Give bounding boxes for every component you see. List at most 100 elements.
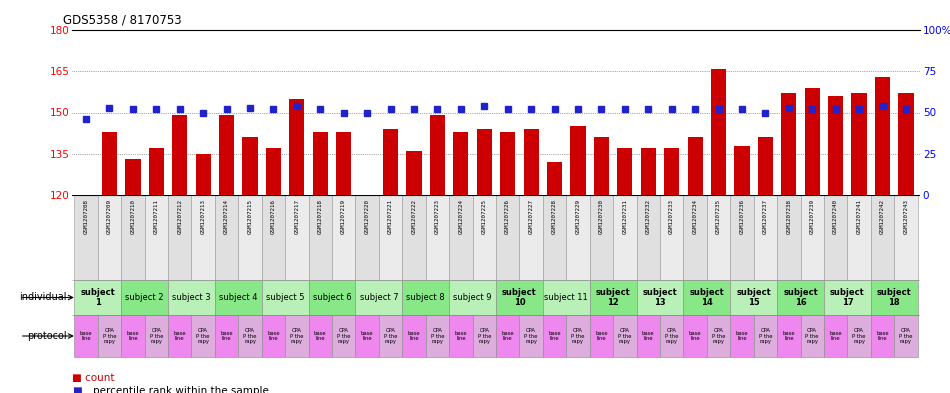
Bar <box>262 195 285 280</box>
Bar <box>266 148 281 195</box>
Text: GSM1207219: GSM1207219 <box>341 199 346 234</box>
Text: base
line: base line <box>454 331 467 342</box>
Bar <box>734 145 750 195</box>
Text: CPA
P the
rapy: CPA P the rapy <box>900 328 913 344</box>
Bar <box>660 315 683 357</box>
Bar <box>824 195 847 280</box>
Text: GSM1207229: GSM1207229 <box>576 199 580 234</box>
Bar <box>683 315 707 357</box>
Bar <box>449 315 472 357</box>
Bar <box>590 195 613 280</box>
Bar <box>238 195 262 280</box>
Bar <box>547 162 562 195</box>
Text: GSM1207226: GSM1207226 <box>505 199 510 234</box>
Text: GSM1207210: GSM1207210 <box>130 199 136 234</box>
Text: base
line: base line <box>735 331 749 342</box>
Bar <box>262 280 309 315</box>
Text: GSM1207236: GSM1207236 <box>739 199 745 234</box>
Bar <box>125 159 141 195</box>
Text: CPA
P the
rapy: CPA P the rapy <box>665 328 678 344</box>
Bar <box>74 195 98 280</box>
Text: base
line: base line <box>548 331 560 342</box>
Bar <box>215 280 262 315</box>
Bar <box>429 115 445 195</box>
Bar <box>707 195 731 280</box>
Text: GSM1207240: GSM1207240 <box>833 199 838 234</box>
Bar <box>707 315 731 357</box>
Bar <box>542 315 566 357</box>
Bar <box>847 315 871 357</box>
Bar <box>453 132 468 195</box>
Bar <box>618 148 633 195</box>
Bar <box>847 195 871 280</box>
Text: subject 9: subject 9 <box>453 293 492 302</box>
Text: base
line: base line <box>876 331 889 342</box>
Text: base
line: base line <box>126 331 140 342</box>
Bar <box>636 280 683 315</box>
Text: CPA
P the
rapy: CPA P the rapy <box>243 328 256 344</box>
Bar <box>851 93 866 195</box>
Bar <box>805 88 820 195</box>
Text: base
line: base line <box>361 331 373 342</box>
Text: GSM1207214: GSM1207214 <box>224 199 229 234</box>
Text: GSM1207239: GSM1207239 <box>809 199 815 234</box>
Bar <box>731 315 753 357</box>
Text: GSM1207208: GSM1207208 <box>84 199 88 234</box>
Bar <box>758 137 773 195</box>
Text: subject
16: subject 16 <box>783 288 818 307</box>
Bar <box>711 68 726 195</box>
Bar <box>383 129 398 195</box>
Bar <box>74 315 98 357</box>
Bar <box>289 99 305 195</box>
Bar <box>753 195 777 280</box>
Text: GSM1207238: GSM1207238 <box>787 199 791 234</box>
Bar <box>122 195 144 280</box>
Bar <box>238 315 262 357</box>
Bar <box>426 315 449 357</box>
Bar <box>899 93 914 195</box>
Bar <box>472 315 496 357</box>
Text: base
line: base line <box>220 331 233 342</box>
Bar <box>520 315 542 357</box>
Bar <box>871 315 894 357</box>
Bar <box>262 315 285 357</box>
Bar <box>379 195 402 280</box>
Text: GSM1207228: GSM1207228 <box>552 199 557 234</box>
Text: GSM1207212: GSM1207212 <box>178 199 182 234</box>
Text: GSM1207221: GSM1207221 <box>389 199 393 234</box>
Bar <box>777 315 801 357</box>
Bar <box>570 126 585 195</box>
Bar <box>168 315 192 357</box>
Bar <box>613 195 636 280</box>
Text: GSM1207215: GSM1207215 <box>248 199 253 234</box>
Bar <box>523 129 539 195</box>
Bar <box>590 315 613 357</box>
Bar <box>402 280 449 315</box>
Bar <box>219 115 235 195</box>
Bar <box>122 315 144 357</box>
Text: subject
17: subject 17 <box>830 288 864 307</box>
Text: percentile rank within the sample: percentile rank within the sample <box>93 386 269 393</box>
Text: subject
12: subject 12 <box>596 288 631 307</box>
Bar <box>449 195 472 280</box>
Bar <box>824 280 871 315</box>
Text: subject
13: subject 13 <box>642 288 677 307</box>
Text: GSM1207218: GSM1207218 <box>318 199 323 234</box>
Text: ■: ■ <box>72 386 82 393</box>
Text: subject
15: subject 15 <box>736 288 771 307</box>
Text: CPA
P the
rapy: CPA P the rapy <box>430 328 445 344</box>
Text: CPA
P the
rapy: CPA P the rapy <box>618 328 632 344</box>
Bar <box>285 315 309 357</box>
Bar <box>144 195 168 280</box>
Bar <box>636 195 660 280</box>
Bar <box>824 315 847 357</box>
Bar <box>777 195 801 280</box>
Text: CPA
P the
rapy: CPA P the rapy <box>337 328 351 344</box>
Text: CPA
P the
rapy: CPA P the rapy <box>806 328 819 344</box>
Bar <box>309 195 332 280</box>
Bar <box>402 315 426 357</box>
Bar <box>407 151 422 195</box>
Bar <box>594 137 609 195</box>
Bar <box>828 96 844 195</box>
Bar <box>336 132 351 195</box>
